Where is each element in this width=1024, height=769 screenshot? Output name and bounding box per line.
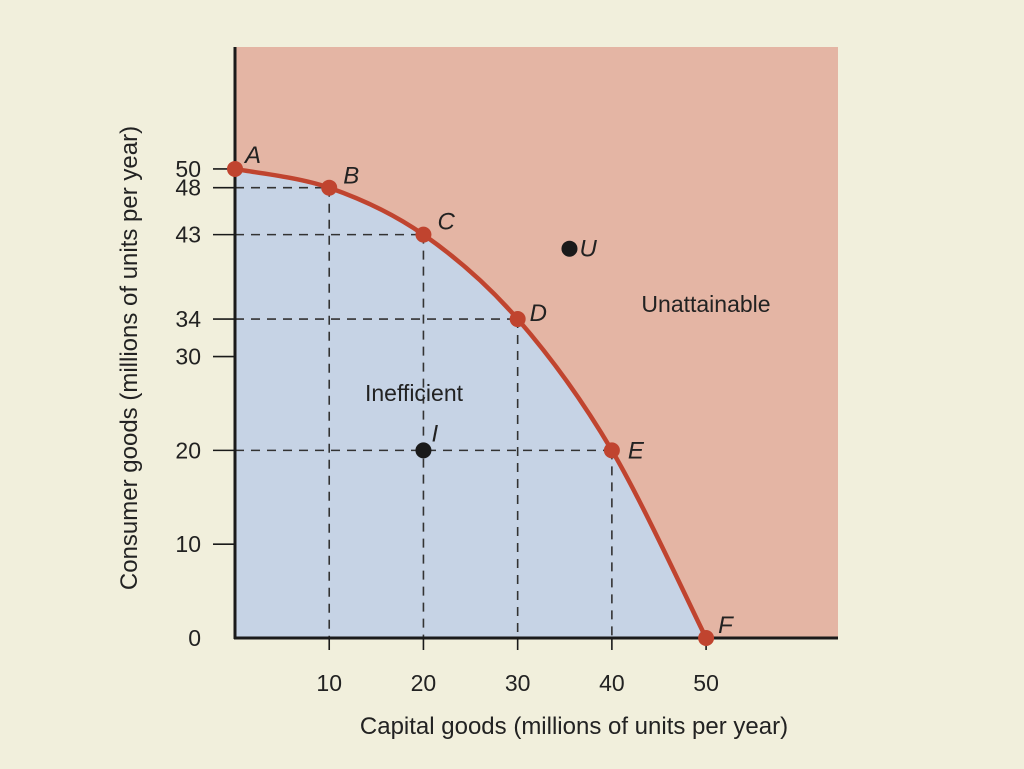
x-tick-label: 10 (316, 670, 342, 696)
y-tick-label: 30 (175, 344, 201, 370)
point-label-u: U (579, 236, 597, 263)
x-axis-title: Capital goods (millions of units per yea… (360, 713, 788, 740)
point-label-e: E (628, 437, 645, 464)
point-e (603, 442, 620, 459)
point-u (561, 240, 578, 257)
point-i (415, 442, 432, 459)
y-tick-label: 0 (188, 625, 201, 651)
point-label-c: C (437, 209, 455, 236)
point-f (698, 630, 715, 646)
point-b (321, 179, 338, 196)
attainable-region (235, 168, 707, 638)
y-axis-title: Consumer goods (millions of units per ye… (116, 126, 143, 590)
point-label-b: B (343, 163, 359, 190)
x-tick-label: 40 (599, 670, 625, 696)
point-label-d: D (530, 300, 547, 327)
x-tick-label: 20 (411, 670, 437, 696)
point-c (415, 226, 432, 243)
y-tick-label: 10 (175, 531, 201, 557)
point-label-i: I (431, 420, 438, 447)
y-tick-label: 50 (175, 156, 201, 182)
y-tick-label: 34 (175, 306, 201, 332)
region-label-inefficient: Inefficient (365, 380, 464, 406)
y-tick-label: 48 (175, 175, 201, 201)
point-label-a: A (243, 142, 261, 169)
region-label-unattainable: Unattainable (641, 291, 770, 317)
point-label-f: F (718, 612, 734, 639)
point-d (509, 311, 526, 328)
y-tick-label: 43 (175, 222, 201, 248)
point-a (227, 160, 243, 177)
y-tick-label: 20 (175, 437, 201, 463)
x-tick-label: 50 (693, 670, 719, 696)
x-tick-label: 30 (505, 670, 531, 696)
